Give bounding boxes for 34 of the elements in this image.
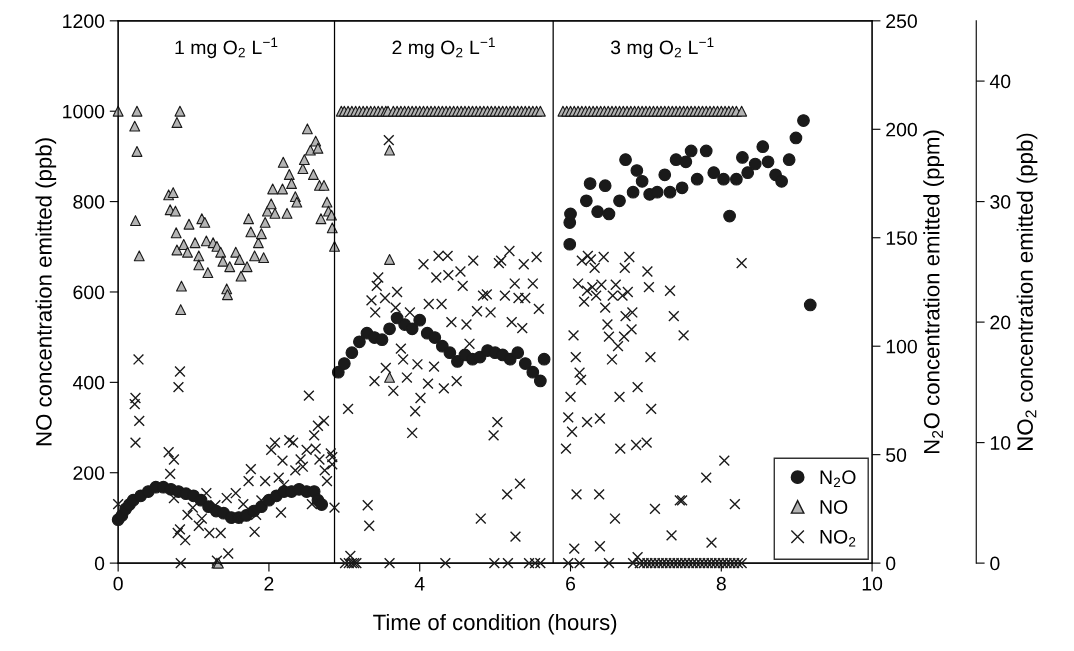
y-axis-title: NO concentration emitted (ppb) <box>35 138 57 446</box>
x-tick-label: 2 <box>264 576 274 591</box>
y2-tick-label: 150 <box>886 231 917 245</box>
y2-tick-label: 0 <box>886 556 896 571</box>
y2-tick-label: 100 <box>886 339 917 354</box>
legend-label: NO$_{2}$ <box>820 529 856 547</box>
x-tick-label: 8 <box>716 576 726 591</box>
x-tick-label: 0 <box>113 576 123 591</box>
y2-tick-label: 250 <box>886 14 917 29</box>
y3-tick-label: 40 <box>989 74 1011 89</box>
y-tick-label: 400 <box>72 375 105 390</box>
y2-axis-title: N$_{2}$O concentration emitted (ppm) <box>923 130 944 454</box>
x-axis-title: Time of condition (hours) <box>373 613 617 635</box>
y3-tick-label: 30 <box>990 195 1011 209</box>
annotation: 3 mg O$_{2}$ L$^{−1}$ <box>610 37 714 59</box>
y3-axis-title: NO$_{2}$ concentration emitted (ppb) <box>1016 133 1038 450</box>
legend-label: N$_{2}$O <box>820 470 856 487</box>
y2-tick-label: 50 <box>886 448 907 462</box>
legend-label: NO <box>820 500 848 514</box>
y-tick-label: 600 <box>73 285 105 300</box>
y3-tick-label: 0 <box>990 556 1000 571</box>
x-tick-label: 4 <box>414 577 425 591</box>
y-tick-label: 1200 <box>63 14 105 29</box>
y-tick-label: 200 <box>73 466 105 480</box>
y-tick-label: 0 <box>94 556 105 571</box>
annotation: 2 mg O$_{2}$ L$^{−1}$ <box>392 37 495 59</box>
y3-tick-label: 20 <box>990 315 1011 330</box>
y2-tick-label: 200 <box>886 122 917 137</box>
x-tick-label: 10 <box>862 576 883 591</box>
y-tick-label: 800 <box>73 195 105 209</box>
y3-tick-label: 10 <box>990 436 1011 450</box>
annotation: 1 mg O$_{2}$ L$^{−1}$ <box>175 37 278 59</box>
y-tick-label: 1000 <box>63 104 105 119</box>
x-tick-label: 6 <box>566 576 576 591</box>
